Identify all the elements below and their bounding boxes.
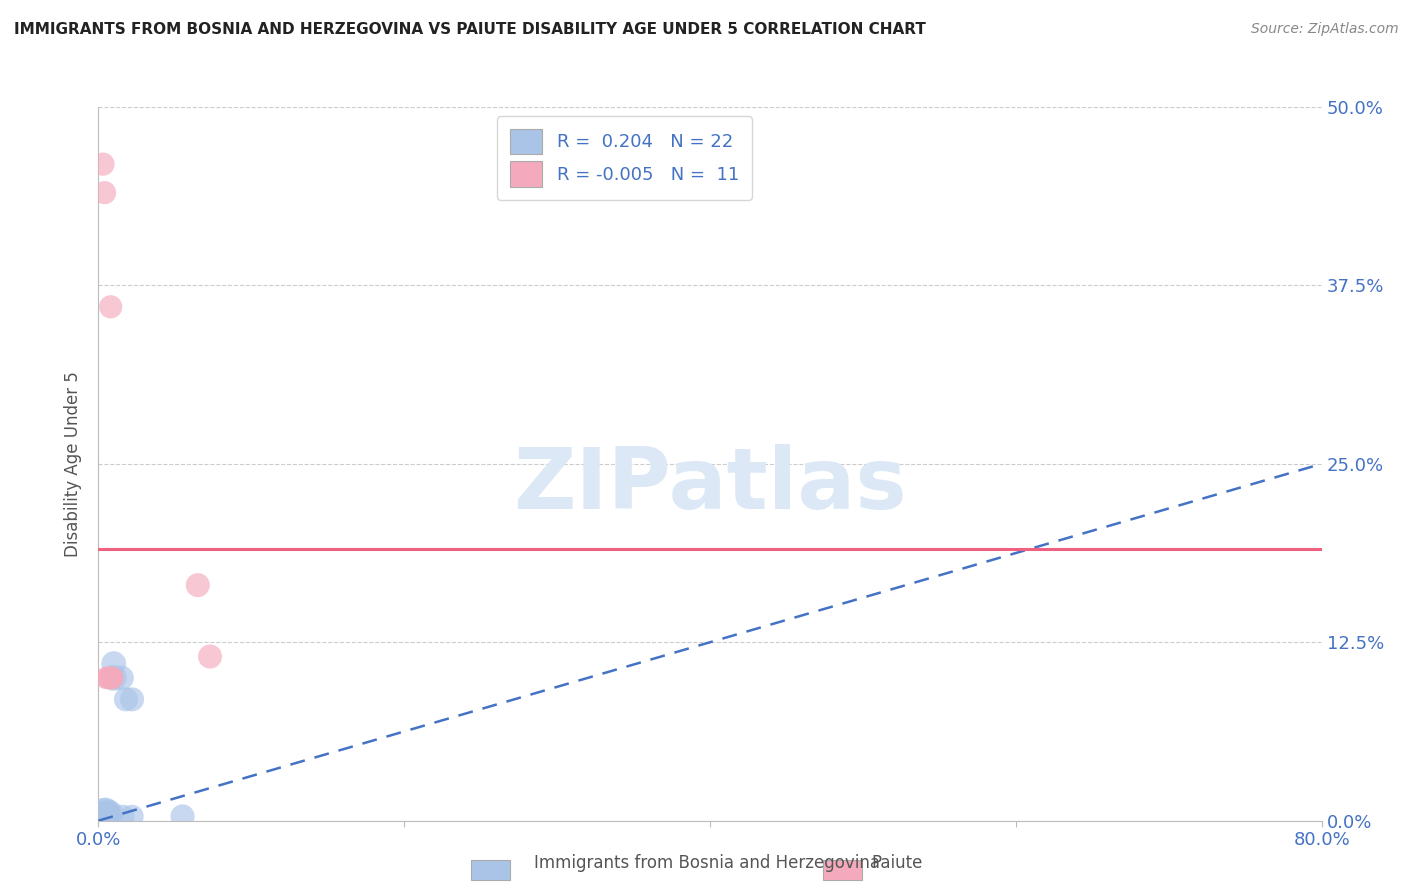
Point [97, 671, 120, 685]
Point [111, 809, 134, 823]
Point [90, 806, 112, 821]
Point [98, 804, 121, 818]
Point [100, 300, 122, 314]
Point [91, 802, 114, 816]
Point [100, 671, 122, 685]
Point [101, 671, 124, 685]
Point [91, 811, 114, 825]
Point [101, 671, 124, 685]
Point [198, 649, 221, 664]
Point [101, 806, 124, 821]
Legend: R =  0.204   N = 22, R = -0.005   N =  11: R = 0.204 N = 22, R = -0.005 N = 11 [498, 116, 752, 200]
Point [103, 671, 125, 685]
Point [187, 578, 209, 592]
Point [103, 657, 125, 671]
Point [98, 671, 121, 685]
Text: ZIPatlas: ZIPatlas [513, 443, 907, 527]
Point [110, 671, 132, 685]
Point [97, 809, 120, 823]
Text: Paiute: Paiute [872, 855, 924, 872]
Point [94, 671, 117, 685]
Point [94, 802, 117, 816]
Point [93, 186, 115, 200]
Point [98, 808, 121, 822]
Point [89, 806, 111, 821]
Point [172, 809, 194, 823]
Point [121, 809, 143, 823]
Text: Immigrants from Bosnia and Herzegovina: Immigrants from Bosnia and Herzegovina [534, 855, 880, 872]
Y-axis label: Disability Age Under 5: Disability Age Under 5 [65, 371, 83, 557]
Point [91, 157, 114, 171]
Text: Source: ZipAtlas.com: Source: ZipAtlas.com [1251, 22, 1399, 37]
Text: IMMIGRANTS FROM BOSNIA AND HERZEGOVINA VS PAIUTE DISABILITY AGE UNDER 5 CORRELAT: IMMIGRANTS FROM BOSNIA AND HERZEGOVINA V… [14, 22, 927, 37]
Point [93, 806, 115, 821]
Point [97, 805, 120, 819]
Point [93, 809, 115, 823]
Point [121, 692, 143, 706]
Point [94, 809, 117, 823]
Point [100, 809, 122, 823]
Point [115, 692, 138, 706]
